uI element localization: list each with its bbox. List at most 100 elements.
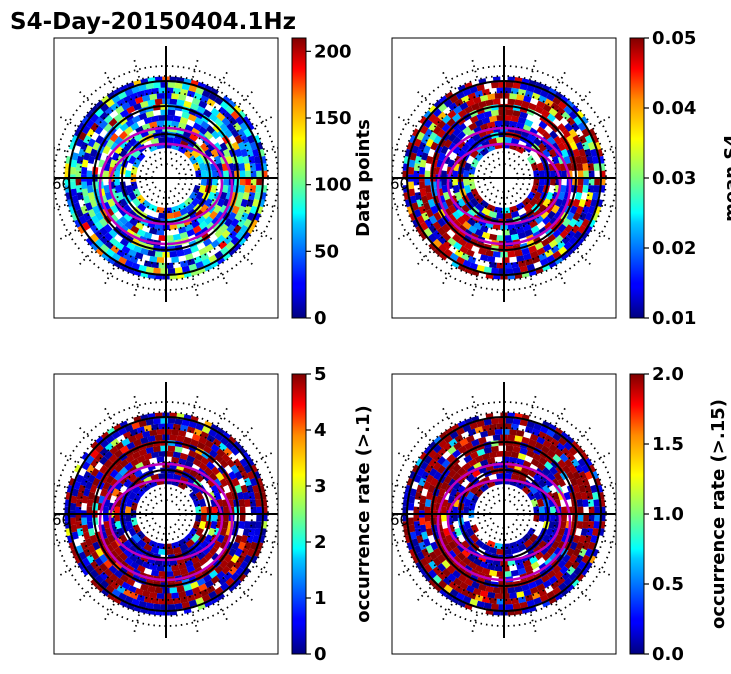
heatmap-cell bbox=[105, 584, 115, 594]
heatmap-cell bbox=[188, 449, 197, 458]
heatmap-cell bbox=[452, 145, 462, 155]
heatmap-cell bbox=[541, 109, 551, 118]
heatmap-cell bbox=[438, 103, 448, 113]
meridian-dotted bbox=[133, 57, 140, 78]
heatmap-cell bbox=[234, 148, 243, 158]
meridian-dotted bbox=[415, 250, 432, 267]
heatmap-cell bbox=[235, 566, 245, 576]
heatmap-cell bbox=[568, 218, 578, 228]
heatmap-cell bbox=[469, 262, 478, 271]
heatmap-cell bbox=[102, 481, 111, 491]
heatmap-cell bbox=[575, 491, 583, 500]
heatmap-cell bbox=[456, 466, 466, 476]
heatmap-cell bbox=[156, 456, 165, 463]
heatmap-cell bbox=[90, 551, 100, 561]
heatmap-cell bbox=[206, 98, 216, 107]
heatmap-cell bbox=[411, 202, 419, 211]
heatmap-cell bbox=[113, 87, 123, 97]
meridian-dotted bbox=[576, 250, 593, 267]
heatmap-cell bbox=[201, 258, 211, 267]
heatmap-cell bbox=[504, 548, 512, 556]
heatmap-cell bbox=[87, 474, 96, 484]
heatmap-cell bbox=[245, 170, 252, 178]
heatmap-cell bbox=[116, 585, 126, 594]
heatmap-cell bbox=[81, 125, 91, 135]
heatmap-cell bbox=[171, 564, 180, 572]
heatmap-cell bbox=[408, 517, 415, 526]
heatmap-cell bbox=[584, 470, 593, 480]
heatmap-cell bbox=[566, 135, 575, 145]
heatmap-cell bbox=[526, 599, 536, 608]
heatmap-cell bbox=[437, 563, 446, 573]
heatmap-cell bbox=[172, 115, 182, 123]
heatmap-cell bbox=[87, 155, 95, 164]
heatmap-cell bbox=[90, 104, 100, 114]
heatmap-cell bbox=[581, 205, 590, 215]
heatmap-cell bbox=[573, 566, 583, 576]
heatmap-cell bbox=[550, 514, 557, 522]
heatmap-cell bbox=[559, 95, 569, 105]
heatmap-cell bbox=[208, 590, 218, 599]
heatmap-cell bbox=[466, 191, 475, 201]
heatmap-cell bbox=[559, 229, 569, 239]
heatmap-cell bbox=[456, 130, 466, 140]
heatmap-cell bbox=[544, 434, 554, 443]
heatmap-cell bbox=[466, 217, 476, 227]
heatmap-cell bbox=[244, 521, 251, 529]
heatmap-cell bbox=[219, 559, 229, 569]
heatmap-cell bbox=[479, 483, 489, 493]
heatmap-cell bbox=[180, 260, 189, 268]
heatmap-cell bbox=[451, 506, 458, 514]
heatmap-cell bbox=[153, 267, 161, 274]
heatmap-cell bbox=[474, 455, 484, 464]
heatmap-cell bbox=[243, 205, 252, 215]
heatmap-cell bbox=[188, 263, 198, 272]
heatmap-cell bbox=[557, 204, 566, 214]
axes-frame bbox=[53, 373, 279, 655]
heatmap-cell bbox=[577, 514, 584, 522]
heatmap-cell bbox=[547, 87, 557, 97]
heatmap-cell bbox=[568, 236, 578, 246]
heatmap-cell bbox=[110, 581, 120, 590]
heatmap-cell bbox=[553, 547, 563, 557]
heatmap-cell bbox=[200, 456, 210, 466]
heatmap-cell bbox=[214, 432, 224, 442]
axes-frame bbox=[53, 37, 279, 319]
heatmap-cell bbox=[240, 134, 249, 144]
heatmap-cell bbox=[218, 240, 228, 250]
heatmap-cell bbox=[539, 258, 549, 267]
heatmap-cell bbox=[538, 204, 547, 214]
heatmap-cell bbox=[234, 198, 243, 208]
heatmap-cell bbox=[113, 595, 123, 605]
heatmap-cell bbox=[430, 205, 439, 215]
heatmap-cell bbox=[457, 122, 467, 132]
heatmap-cell bbox=[557, 123, 567, 133]
heatmap-cell bbox=[133, 132, 143, 142]
heatmap-cell bbox=[78, 131, 87, 141]
heatmap-cell bbox=[441, 114, 451, 124]
heatmap-cell bbox=[463, 520, 472, 530]
heatmap-cell bbox=[419, 557, 429, 567]
heatmap-cell bbox=[505, 268, 514, 275]
meridian-dotted bbox=[217, 267, 229, 286]
heatmap-cell bbox=[90, 113, 99, 123]
heatmap-cell bbox=[86, 185, 94, 194]
heatmap-cell bbox=[461, 540, 470, 550]
heatmap-cell bbox=[483, 110, 492, 118]
heatmap-cell bbox=[94, 452, 104, 462]
heatmap-cell bbox=[119, 122, 129, 132]
heatmap-cell bbox=[534, 242, 544, 251]
heatmap-cell bbox=[488, 210, 498, 219]
heatmap-cell bbox=[512, 446, 521, 453]
heatmap-cell bbox=[252, 198, 260, 208]
heatmap-cell bbox=[99, 554, 108, 564]
heatmap-cell bbox=[109, 468, 119, 479]
heatmap-cell bbox=[457, 109, 467, 118]
heatmap-cell bbox=[185, 539, 196, 549]
heatmap-cell bbox=[521, 197, 532, 207]
heatmap-cell bbox=[136, 228, 146, 237]
heatmap-cell bbox=[505, 445, 514, 452]
heatmap-cell bbox=[594, 178, 601, 186]
meridian-dotted bbox=[604, 147, 616, 152]
heatmap-cell bbox=[448, 540, 457, 550]
